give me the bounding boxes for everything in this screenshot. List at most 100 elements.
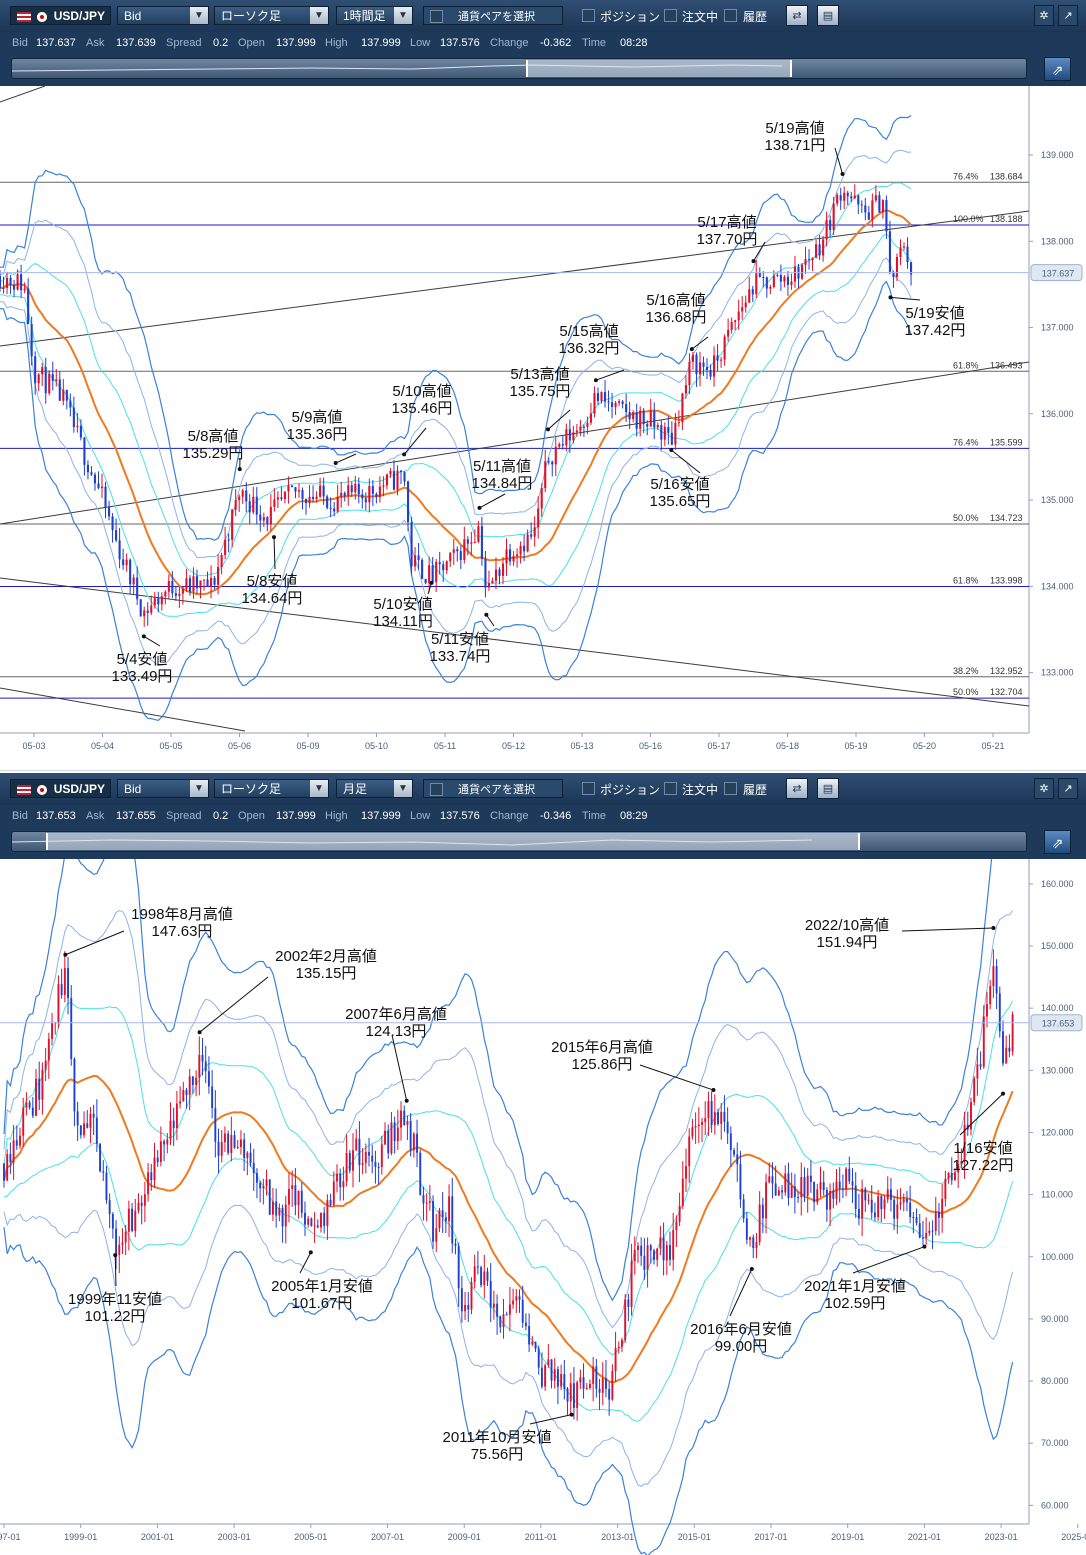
select-pair-checkbox[interactable] [430, 10, 443, 23]
history-checkbox[interactable] [724, 9, 737, 22]
candle-body [588, 1383, 591, 1388]
candle-body [312, 496, 315, 499]
candle-body [60, 984, 63, 996]
chart-tool-icon[interactable]: ⇄ [786, 5, 808, 26]
candle-body [892, 271, 895, 277]
candle-body [255, 1173, 258, 1183]
candle-body [108, 1200, 111, 1214]
candle-body [157, 598, 160, 605]
candle-body [523, 545, 526, 552]
hourly-candlestick-chart[interactable]: 133.000 134.000 135.000 136.000 137.000 138.0… [0, 86, 1086, 770]
x-tick-label: 05-16 [639, 741, 662, 751]
x-tick-label: 2013-01 [601, 1532, 634, 1542]
position-checkbox[interactable] [582, 9, 595, 22]
candle-body [727, 329, 730, 337]
candle-body [928, 1230, 931, 1234]
x-tick-label: 05-09 [296, 741, 319, 751]
annotation-arrow [273, 537, 276, 570]
candle-body [399, 470, 403, 473]
candle-body [181, 588, 184, 594]
navigator-track[interactable] [11, 831, 1027, 852]
history-checkbox[interactable] [724, 782, 737, 795]
orders-checkbox[interactable] [664, 9, 677, 22]
navigator-jump-icon[interactable]: ⇗ [1044, 57, 1071, 81]
period-select[interactable]: 1時間足 ▼ [336, 6, 413, 25]
chart-type-select[interactable]: ローソク足 ▼ [214, 6, 329, 25]
candle-body [249, 1152, 252, 1163]
candle-body [134, 1210, 137, 1231]
chart-area-hourly[interactable]: 133.000 134.000 135.000 136.000 137.000 138.0… [0, 86, 1086, 771]
chart-tool-icon[interactable]: ⇄ [786, 778, 808, 799]
pair-selector[interactable]: USD/JPY [10, 779, 111, 798]
fibonacci-value-label: 138.188 [990, 214, 1023, 224]
candle-body [896, 1204, 899, 1219]
candle-body [601, 1378, 604, 1393]
select-pair-button[interactable]: 通貨ペアを選択 [423, 6, 563, 25]
annotation-price: 124.13円 [366, 1023, 427, 1040]
price-type-select[interactable]: Bid ▼ [117, 6, 209, 25]
candle-body [195, 1077, 198, 1085]
annotation-arrowhead [888, 295, 893, 300]
candle-body [684, 385, 687, 394]
candle-body [444, 1217, 447, 1222]
position-checkbox[interactable] [582, 782, 595, 795]
fibonacci-value-label: 133.998 [990, 576, 1023, 586]
select-pair-button[interactable]: 通貨ペアを選択 [423, 779, 563, 798]
candle-body [115, 1228, 118, 1255]
annotation-price: 135.36円 [287, 426, 348, 443]
chart-type-select[interactable]: ローソク足 ▼ [214, 779, 329, 798]
pair-selector[interactable]: USD/JPY [10, 6, 111, 25]
quote-bar: Bid 137.637 Ask 137.639 Spread 0.2 Open … [0, 32, 1086, 54]
chart-area-monthly[interactable]: 60.000 70.000 80.000 90.000 100.000 110.000 12… [0, 859, 1086, 1555]
annotation-arrow [595, 369, 625, 381]
candle-body [540, 488, 543, 509]
price-type-select[interactable]: Bid ▼ [117, 779, 209, 798]
candle-body [665, 1245, 668, 1261]
candle-body [960, 1161, 963, 1165]
change-label: Change [490, 37, 529, 49]
candle-body [755, 272, 758, 295]
orders-checkbox[interactable] [664, 782, 677, 795]
candle-body [575, 430, 578, 433]
candle-body [505, 1314, 508, 1316]
navigator-window[interactable] [526, 60, 792, 77]
candle-body [259, 514, 262, 521]
spread-label: Spread [166, 37, 202, 49]
expand-icon[interactable]: ↗ [1058, 5, 1078, 26]
candle-body [9, 277, 12, 285]
select-pair-checkbox[interactable] [430, 783, 443, 796]
monthly-candlestick-chart[interactable]: 60.000 70.000 80.000 90.000 100.000 110.000 12… [0, 859, 1086, 1555]
candle-body [421, 560, 424, 579]
candle-body [800, 1177, 803, 1198]
candle-body [596, 393, 600, 401]
candle-body [166, 1139, 169, 1145]
candle-body [790, 281, 793, 285]
settings-gear-icon[interactable]: ✲ [1034, 778, 1054, 799]
candle-body [280, 497, 283, 500]
candle-body [550, 1359, 553, 1381]
candle-body [739, 1164, 742, 1200]
settings-gear-icon[interactable]: ✲ [1034, 5, 1054, 26]
period-select[interactable]: 月足 ▼ [336, 779, 413, 798]
candle-body [297, 490, 301, 492]
annotation-arrow [299, 1252, 312, 1274]
candle-body [829, 1191, 832, 1210]
candle-body [416, 1133, 419, 1153]
candle-body [492, 1303, 495, 1308]
chart-window-icon[interactable]: ▤ [817, 5, 839, 26]
navigator-jump-icon[interactable]: ⇗ [1044, 830, 1071, 854]
period-value: 1時間足 [343, 9, 386, 23]
navigator-track[interactable] [11, 58, 1027, 79]
navigator-window[interactable] [46, 833, 860, 850]
candle-body [301, 490, 304, 499]
candle-body [483, 1271, 486, 1286]
candle-body [38, 1078, 41, 1100]
expand-icon[interactable]: ↗ [1058, 778, 1078, 799]
chart-window-icon[interactable]: ▤ [817, 778, 839, 799]
candle-body [276, 497, 279, 500]
candle-body [385, 474, 388, 486]
annotation-arrowhead [141, 634, 146, 639]
y-tick-label: 110.000 [1041, 1190, 1073, 1200]
annotation-price: 99.00円 [715, 1338, 768, 1355]
candle-body [783, 276, 786, 282]
